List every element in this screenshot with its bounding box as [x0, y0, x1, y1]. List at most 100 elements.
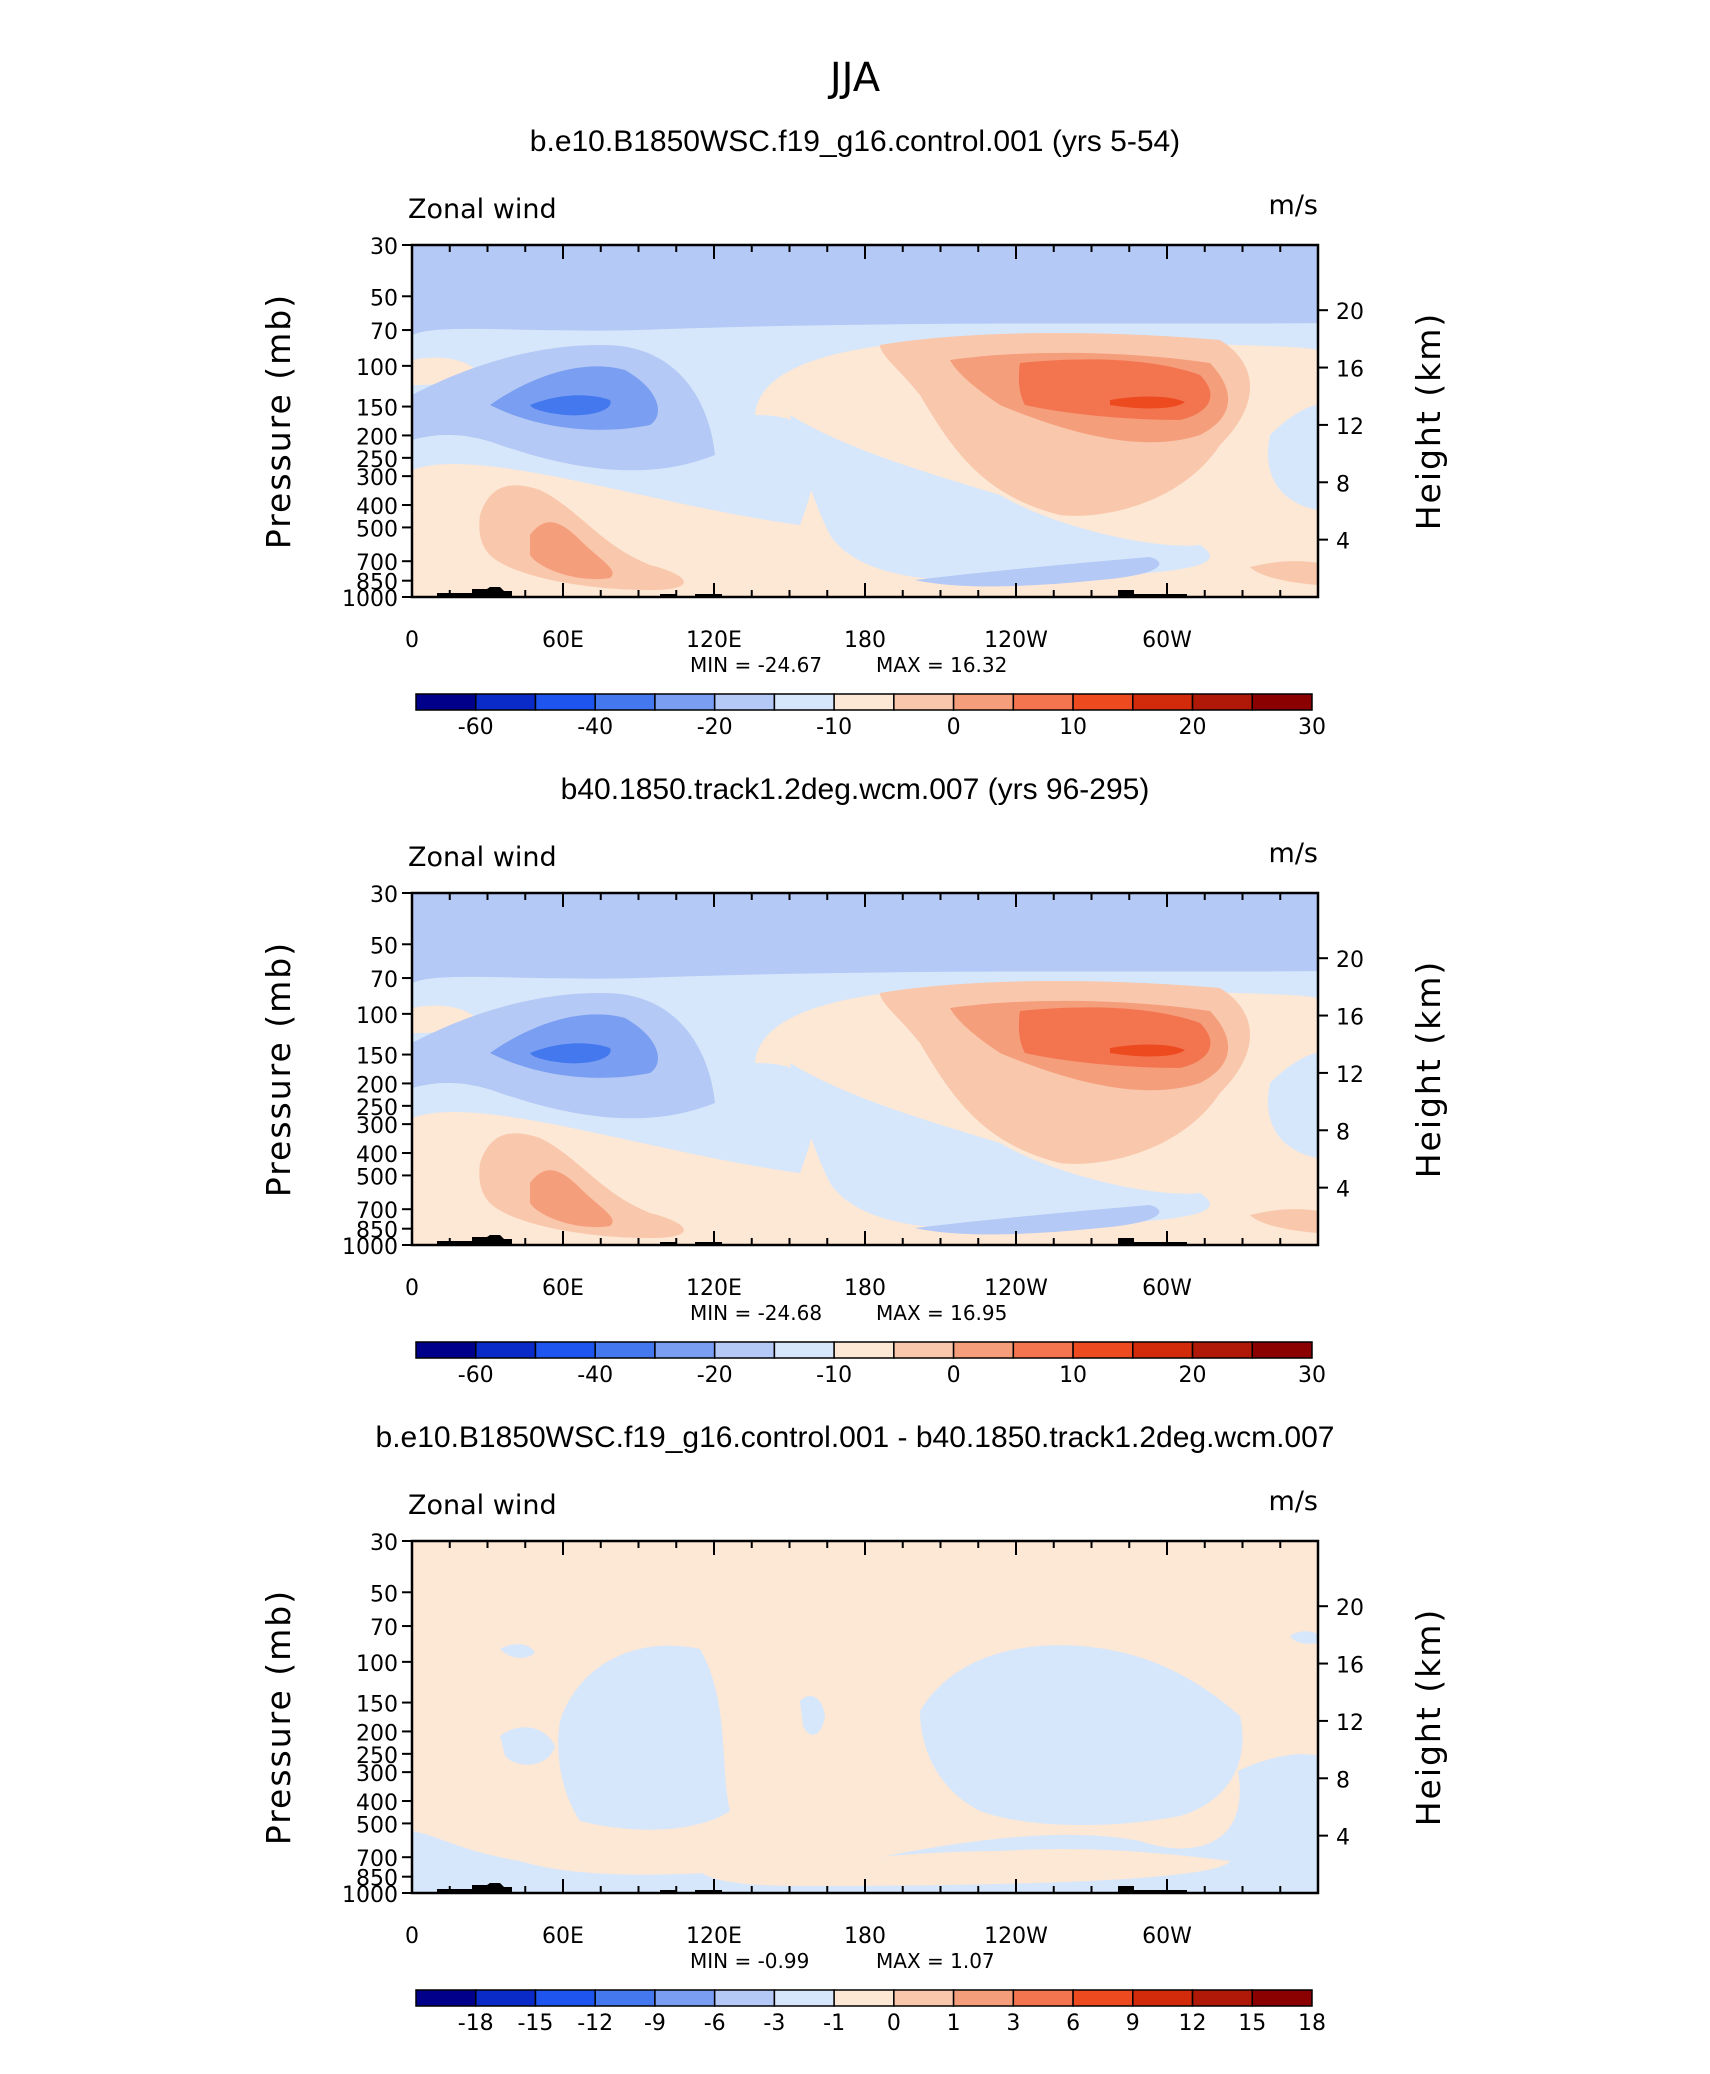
colorbar-box [1012, 693, 1074, 711]
x-tick-label: 180 [844, 1276, 886, 1301]
chart-panel-1: b.e10.B1850WSC.f19_g16.control.001 (yrs … [259, 125, 1448, 740]
colorbar-box [594, 1341, 656, 1359]
colorbar-box [833, 1989, 895, 2007]
colorbar-label: 20 [1179, 715, 1207, 740]
y-right-tick-label: 4 [1336, 530, 1350, 555]
contour-region [915, 1205, 1160, 1235]
colorbar-box [654, 1341, 716, 1359]
x-tick-label: 180 [844, 1924, 886, 1949]
x-tick-label: 120W [984, 628, 1048, 653]
x-tick-label: 120E [686, 1924, 742, 1949]
contour-region [790, 1063, 1210, 1229]
y-right-tick-label: 16 [1336, 1006, 1364, 1031]
colorbar-label: 0 [947, 715, 961, 740]
x-tick-label: 60W [1142, 1924, 1192, 1949]
y-tick-label: 500 [356, 1165, 398, 1190]
colorbar-box [474, 1989, 537, 2007]
y-tick-label: 700 [356, 1199, 398, 1224]
subtitle-left: Zonal wind [408, 1490, 557, 1521]
contour-region [1290, 1631, 1318, 1644]
colorbar-box [1012, 1341, 1074, 1359]
colorbar-box [534, 1989, 596, 2007]
colorbar-box [1132, 1989, 1194, 2007]
contour-region [530, 395, 611, 416]
colorbar-label: -3 [763, 2011, 785, 2036]
y-tick-label: 400 [356, 1791, 398, 1816]
contour-region [479, 485, 684, 590]
y-tick-label: 400 [356, 1143, 398, 1168]
subtitle-left: Zonal wind [408, 194, 557, 225]
y-tick-label: 70 [370, 320, 398, 345]
contour-region [530, 1043, 611, 1064]
contour-region [412, 893, 1318, 983]
contour-region [800, 1696, 825, 1735]
contour-field [412, 245, 1318, 597]
y-tick-label: 200 [356, 1073, 398, 1098]
colorbar-box [1191, 1989, 1254, 2007]
contour-region [1250, 1209, 1318, 1233]
colorbar-box [1072, 1989, 1134, 2007]
x-tick-label: 120W [984, 1276, 1048, 1301]
x-tick-label: 0 [405, 1276, 419, 1301]
units-label: m/s [1269, 190, 1318, 221]
contour-field [412, 893, 1318, 1245]
y-tick-label: 700 [356, 1847, 398, 1872]
colorbar-label: 20 [1179, 1363, 1207, 1388]
y-right-axis-label: Height (km) [1409, 960, 1448, 1179]
y-tick-label: 150 [356, 397, 398, 422]
colorbar-label: 15 [1238, 2011, 1266, 2036]
colorbar-box [1191, 693, 1254, 711]
contour-region [479, 1133, 684, 1238]
y-right-tick-label: 8 [1336, 1768, 1350, 1793]
x-tick-label: 120E [686, 1276, 742, 1301]
y-right-axis-label: Height (km) [1409, 1608, 1448, 1827]
colorbar-box [654, 693, 716, 711]
colorbar-label: 0 [887, 2011, 901, 2036]
colorbar-box [474, 693, 537, 711]
y-tick-label: 850 [356, 1867, 398, 1892]
colorbar-label: 3 [1006, 2011, 1020, 2036]
colorbar-label: 30 [1298, 1363, 1326, 1388]
colorbar-box [713, 1341, 776, 1359]
y-tick-label: 150 [356, 1693, 398, 1718]
colorbar-box [713, 693, 776, 711]
chart-panel-2: b40.1850.track1.2deg.wcm.007 (yrs 96-295… [259, 773, 1448, 1388]
x-tick-label: 60W [1142, 1276, 1192, 1301]
y-right-axis-label: Height (km) [1409, 312, 1448, 531]
y-tick-label: 100 [356, 356, 398, 381]
colorbar-label: -9 [644, 2011, 666, 2036]
colorbar-box [773, 1989, 835, 2007]
y-right-tick-label: 12 [1336, 415, 1364, 440]
colorbar-label: 0 [947, 1363, 961, 1388]
colorbar-box [534, 693, 596, 711]
y-tick-label: 1000 [342, 587, 398, 612]
y-tick-label: 30 [370, 235, 398, 260]
x-tick-label: 180 [844, 628, 886, 653]
y-tick-label: 700 [356, 551, 398, 576]
x-tick-label: 0 [405, 628, 419, 653]
panel-title: b.e10.B1850WSC.f19_g16.control.001 (yrs … [530, 125, 1180, 158]
colorbar-box [893, 1341, 955, 1359]
contour-region [558, 1645, 730, 1830]
units-label: m/s [1269, 1486, 1318, 1517]
y-axis-label: Pressure (mb) [259, 1589, 298, 1845]
contour-region [1110, 1044, 1185, 1057]
colorbar-box [534, 1341, 596, 1359]
panel-title: b40.1850.track1.2deg.wcm.007 (yrs 96-295… [561, 773, 1150, 806]
y-right-tick-label: 20 [1336, 948, 1364, 973]
y-right-tick-label: 16 [1336, 358, 1364, 383]
y-tick-label: 150 [356, 1045, 398, 1070]
colorbar-label: 18 [1298, 2011, 1326, 2036]
units-label: m/s [1269, 838, 1318, 869]
y-right-tick-label: 8 [1336, 472, 1350, 497]
y-tick-label: 50 [370, 934, 398, 959]
y-right-tick-label: 4 [1336, 1178, 1350, 1203]
colorbar-box [833, 693, 895, 711]
y-tick-label: 70 [370, 1616, 398, 1641]
colorbar-label: 1 [947, 2011, 961, 2036]
y-right-tick-label: 20 [1336, 1596, 1364, 1621]
y-tick-label: 200 [356, 1721, 398, 1746]
colorbar-box [1132, 693, 1194, 711]
colorbar-box [1251, 693, 1313, 711]
